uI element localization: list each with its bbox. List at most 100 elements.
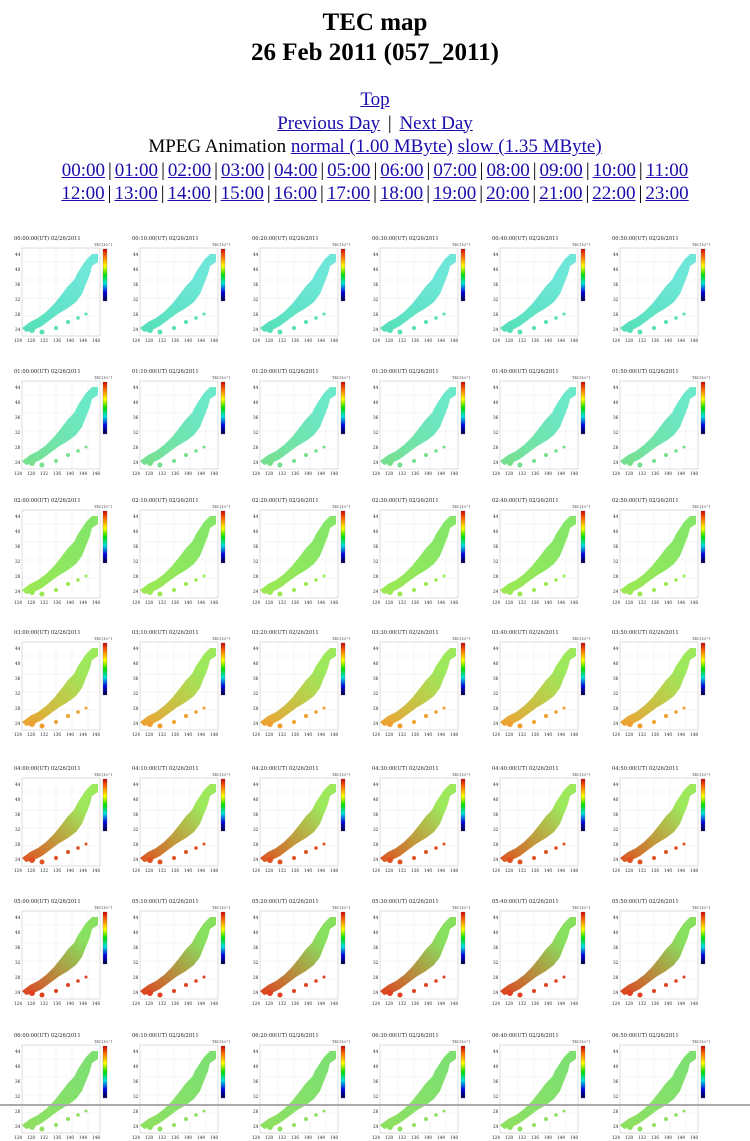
tec-island <box>562 445 566 449</box>
hour-link-1200[interactable]: 12:00 <box>61 183 105 204</box>
tec-map-thumbnail[interactable]: 03:50:00(UT) 02/26/2011 TEC(10^16m^-2) 44 4… <box>610 626 710 738</box>
next-day-link[interactable]: Next Day <box>399 112 473 134</box>
lat-tick-label: 24 <box>15 327 21 332</box>
tec-map-thumbnail[interactable]: 00:40:00(UT) 02/26/2011 TEC(10^16m^-2) 44 4… <box>490 232 590 344</box>
hour-link-1300[interactable]: 13:00 <box>114 183 158 204</box>
hour-link-0700[interactable]: 07:00 <box>433 159 477 181</box>
tec-map-thumbnail[interactable]: 06:10:00(UT) 02/26/2011 TEC(10^16m^-2) 44 4… <box>130 1029 230 1141</box>
tec-map-thumbnail[interactable]: 01:40:00(UT) 02/26/2011 TEC(10^16m^-2) 44 4… <box>490 365 590 477</box>
hour-link-1400[interactable]: 14:00 <box>167 183 211 204</box>
tec-map-thumbnail[interactable]: 05:30:00(UT) 02/26/2011 TEC(10^16m^-2) 44 4… <box>370 895 470 1007</box>
lat-tick-label: 44 <box>613 514 619 519</box>
tec-map-thumbnail[interactable]: 04:00:00(UT) 02/26/2011 TEC(10^16m^-2) 44 4… <box>12 762 112 874</box>
hour-link-1600[interactable]: 16:00 <box>273 183 317 204</box>
separator: | <box>160 183 165 204</box>
tec-map-thumbnail[interactable]: 04:30:00(UT) 02/26/2011 TEC(10^16m^-2) 44 4… <box>370 762 470 874</box>
lat-tick-label: 40 <box>253 797 259 802</box>
tec-map-thumbnail[interactable]: 02:10:00(UT) 02/26/2011 TEC(10^16m^-2) 44 4… <box>130 494 230 606</box>
hour-link-0300[interactable]: 03:00 <box>220 159 265 181</box>
map-timestamp: 03:40:00(UT) 02/26/2011 <box>492 629 559 636</box>
tec-map-thumbnail[interactable]: 06:40:00(UT) 02/26/2011 TEC(10^16m^-2) 44 4… <box>490 1029 590 1141</box>
tec-island <box>304 714 308 718</box>
tec-map-thumbnail[interactable]: 01:50:00(UT) 02/26/2011 TEC(10^16m^-2) 44 4… <box>610 365 710 477</box>
hour-link-0200[interactable]: 02:00 <box>167 159 212 181</box>
hour-link-0100[interactable]: 01:00 <box>114 159 159 181</box>
lon-tick-label: 128 <box>265 471 273 476</box>
hour-link-0600[interactable]: 06:00 <box>380 159 424 181</box>
tec-map-thumbnail[interactable]: 04:10:00(UT) 02/26/2011 TEC(10^16m^-2) 44 4… <box>130 762 230 874</box>
lat-tick-label: 24 <box>613 857 619 862</box>
tec-map-thumbnail[interactable]: 00:00:00(UT) 02/26/2011 TEC(10^16m^-2) 44 4… <box>12 232 112 344</box>
tec-map-thumbnail[interactable]: 02:00:00(UT) 02/26/2011 TEC(10^16m^-2) 44 4… <box>12 494 112 606</box>
hour-link-1100[interactable]: 11:00 <box>645 159 689 181</box>
mpeg-slow-link[interactable]: slow (1.35 MByte) <box>457 136 602 157</box>
hour-link-0000[interactable]: 00:00 <box>61 159 105 181</box>
hour-link-1500[interactable]: 15:00 <box>220 183 264 204</box>
tec-map-thumbnail[interactable]: 00:50:00(UT) 02/26/2011 TEC(10^16m^-2) 44 4… <box>610 232 710 344</box>
hour-link-1800[interactable]: 18:00 <box>379 183 424 204</box>
tec-map-thumbnail[interactable]: 04:50:00(UT) 02/26/2011 TEC(10^16m^-2) 44 4… <box>610 762 710 874</box>
tec-map-thumbnail[interactable]: 03:10:00(UT) 02/26/2011 TEC(10^16m^-2) 44 4… <box>130 626 230 738</box>
hour-link-2200[interactable]: 22:00 <box>592 183 636 204</box>
tec-map-thumbnail[interactable]: 06:30:00(UT) 02/26/2011 TEC(10^16m^-2) 44 4… <box>370 1029 470 1141</box>
tec-map-thumbnail[interactable]: 00:30:00(UT) 02/26/2011 TEC(10^16m^-2) 44 4… <box>370 232 470 344</box>
tec-map-thumbnail[interactable]: 00:20:00(UT) 02/26/2011 TEC(10^16m^-2) 44 4… <box>250 232 350 344</box>
tec-map-thumbnail[interactable]: 05:10:00(UT) 02/26/2011 TEC(10^16m^-2) 44 4… <box>130 895 230 1007</box>
hour-link-0800[interactable]: 08:00 <box>486 159 530 181</box>
tec-map-thumbnail[interactable]: 02:20:00(UT) 02/26/2011 TEC(10^16m^-2) 44 4… <box>250 494 350 606</box>
lat-tick-label: 24 <box>373 990 379 995</box>
hour-link-2100[interactable]: 21:00 <box>539 183 583 204</box>
tec-map-thumbnail[interactable]: 03:40:00(UT) 02/26/2011 TEC(10^16m^-2) 44 4… <box>490 626 590 738</box>
tec-map-thumbnail[interactable]: 03:00:00(UT) 02/26/2011 TEC(10^16m^-2) 44 4… <box>12 626 112 738</box>
lat-tick-label: 36 <box>253 945 259 950</box>
tec-map-thumbnail[interactable]: 01:10:00(UT) 02/26/2011 TEC(10^16m^-2) 44 4… <box>130 365 230 477</box>
lon-tick-label: 128 <box>505 732 513 737</box>
hour-link-1000[interactable]: 10:00 <box>592 159 636 181</box>
tec-map-thumbnail[interactable]: 00:10:00(UT) 02/26/2011 TEC(10^16m^-2) 44 4… <box>130 232 230 344</box>
lon-tick-label: 132 <box>398 1135 406 1140</box>
tec-map-thumbnail[interactable]: 03:30:00(UT) 02/26/2011 TEC(10^16m^-2) 44 4… <box>370 626 470 738</box>
top-link[interactable]: Top <box>360 89 390 110</box>
tec-map-thumbnail[interactable]: 02:50:00(UT) 02/26/2011 TEC(10^16m^-2) 44 4… <box>610 494 710 606</box>
previous-day-link[interactable]: Previous Day <box>277 112 381 134</box>
tec-map-thumbnail[interactable]: 02:40:00(UT) 02/26/2011 TEC(10^16m^-2) 44 4… <box>490 494 590 606</box>
tec-map-thumbnail[interactable]: 06:00:00(UT) 02/26/2011 TEC(10^16m^-2) 44 4… <box>12 1029 112 1141</box>
hour-link-0500[interactable]: 05:00 <box>327 159 371 181</box>
hour-link-1700[interactable]: 17:00 <box>326 183 371 204</box>
tec-map-thumbnail[interactable]: 03:20:00(UT) 02/26/2011 TEC(10^16m^-2) 44 4… <box>250 626 350 738</box>
tec-map-thumbnail[interactable]: 06:20:00(UT) 02/26/2011 TEC(10^16m^-2) 44 4… <box>250 1029 350 1141</box>
mpeg-normal-link[interactable]: normal (1.00 MByte) <box>290 136 453 157</box>
hour-link-1900[interactable]: 19:00 <box>433 183 477 204</box>
tec-landmass <box>260 784 336 862</box>
map-unit-label: TEC(10^16m^-2) <box>332 1040 350 1044</box>
tec-island <box>507 460 513 466</box>
lat-tick-label: 44 <box>373 646 379 651</box>
lat-tick-label: 44 <box>253 514 259 519</box>
tec-map-thumbnail[interactable]: 05:50:00(UT) 02/26/2011 TEC(10^16m^-2) 44 4… <box>610 895 710 1007</box>
tec-map-thumbnail[interactable]: 01:20:00(UT) 02/26/2011 TEC(10^16m^-2) 44 4… <box>250 365 350 477</box>
tec-map-thumbnail[interactable]: 05:00:00(UT) 02/26/2011 TEC(10^16m^-2) 44 4… <box>12 895 112 1007</box>
hour-link-2300[interactable]: 23:00 <box>645 183 689 204</box>
map-timestamp: 03:30:00(UT) 02/26/2011 <box>372 629 439 636</box>
tec-map-thumbnail[interactable]: 06:50:00(UT) 02/26/2011 TEC(10^16m^-2) 44 4… <box>610 1029 710 1141</box>
hour-link-2000[interactable]: 20:00 <box>486 183 530 204</box>
tec-island <box>412 856 416 860</box>
hour-link-0400[interactable]: 04:00 <box>274 159 318 181</box>
tec-island <box>66 453 70 457</box>
tec-map-thumbnail[interactable]: 04:20:00(UT) 02/26/2011 TEC(10^16m^-2) 44 4… <box>250 762 350 874</box>
tec-map-thumbnail[interactable]: 01:30:00(UT) 02/26/2011 TEC(10^16m^-2) 44 4… <box>370 365 470 477</box>
tec-island <box>434 578 438 582</box>
tec-map-thumbnail[interactable]: 05:20:00(UT) 02/26/2011 TEC(10^16m^-2) 44 4… <box>250 895 350 1007</box>
tec-island <box>147 990 153 996</box>
lat-tick-label: 44 <box>493 646 499 651</box>
map-timestamp: 06:50:00(UT) 02/26/2011 <box>612 1032 679 1039</box>
tec-map-thumbnail[interactable]: 05:40:00(UT) 02/26/2011 TEC(10^16m^-2) 44 4… <box>490 895 590 1007</box>
lat-tick-label: 24 <box>15 460 21 465</box>
tec-map-thumbnail[interactable]: 01:00:00(UT) 02/26/2011 TEC(10^16m^-2) 44 4… <box>12 365 112 477</box>
lat-tick-label: 36 <box>613 415 619 420</box>
tec-map-thumbnail[interactable]: 02:30:00(UT) 02/26/2011 TEC(10^16m^-2) 44 4… <box>370 494 470 606</box>
lon-tick-label: 140 <box>544 1135 552 1140</box>
tec-map-thumbnail[interactable]: 04:40:00(UT) 02/26/2011 TEC(10^16m^-2) 44 4… <box>490 762 590 874</box>
hour-link-0900[interactable]: 09:00 <box>539 159 583 181</box>
lat-tick-label: 24 <box>253 327 259 332</box>
